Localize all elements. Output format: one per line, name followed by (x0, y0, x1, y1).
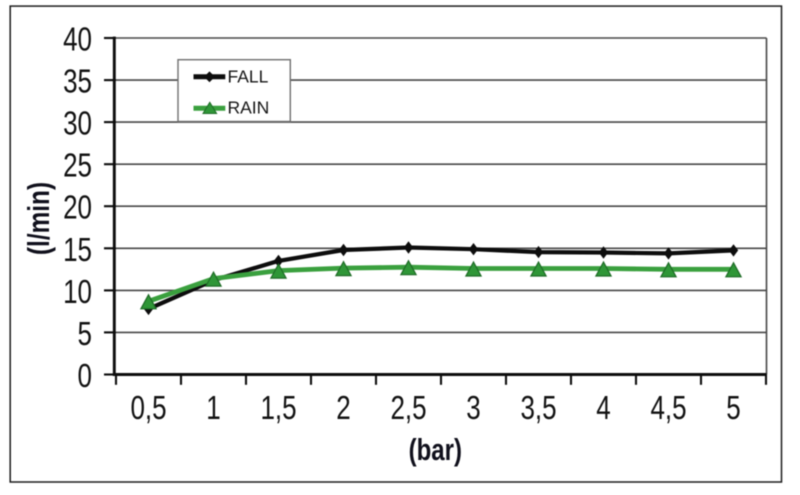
svg-text:0: 0 (78, 358, 92, 395)
svg-text:10: 10 (63, 274, 92, 311)
svg-text:1,5: 1,5 (260, 390, 296, 427)
svg-text:4: 4 (596, 390, 610, 427)
svg-text:(bar): (bar) (409, 432, 462, 466)
svg-text:2: 2 (336, 390, 350, 427)
svg-text:2,5: 2,5 (390, 390, 426, 427)
svg-text:FALL: FALL (228, 67, 269, 87)
svg-text:3: 3 (466, 390, 480, 427)
svg-text:4,5: 4,5 (650, 390, 686, 427)
svg-text:3,5: 3,5 (520, 390, 556, 427)
svg-text:40: 40 (63, 22, 92, 59)
svg-text:15: 15 (63, 232, 92, 269)
svg-text:20: 20 (63, 190, 92, 227)
svg-text:5: 5 (78, 316, 92, 353)
svg-text:(l/min): (l/min) (21, 182, 55, 255)
svg-text:RAIN: RAIN (228, 98, 270, 118)
svg-text:25: 25 (63, 148, 92, 185)
svg-text:5: 5 (726, 390, 740, 427)
svg-text:0,5: 0,5 (130, 390, 166, 427)
svg-text:1: 1 (206, 390, 220, 427)
svg-text:30: 30 (63, 106, 92, 143)
svg-text:35: 35 (63, 64, 92, 101)
